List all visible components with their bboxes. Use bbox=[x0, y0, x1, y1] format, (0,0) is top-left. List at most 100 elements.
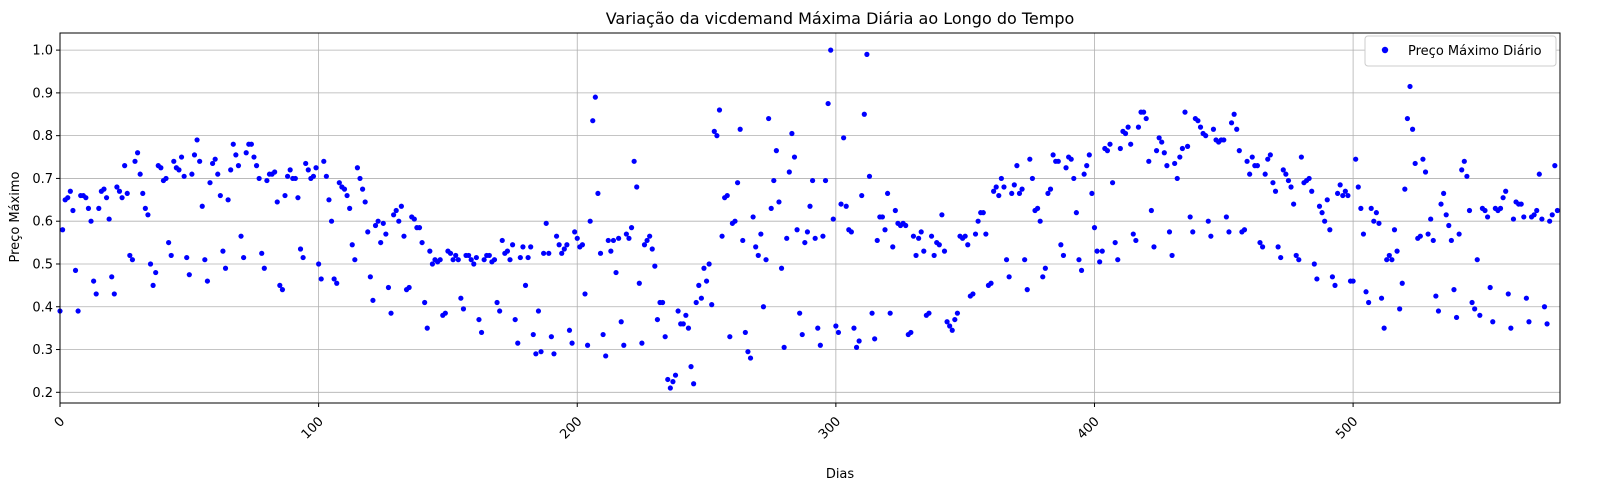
data-point bbox=[453, 252, 459, 259]
data-point bbox=[972, 231, 979, 237]
data-point bbox=[1094, 248, 1100, 254]
data-point bbox=[1267, 152, 1273, 158]
data-point bbox=[579, 242, 586, 248]
data-point bbox=[181, 173, 187, 179]
data-point bbox=[1332, 282, 1338, 288]
data-point bbox=[574, 235, 580, 241]
data-point bbox=[163, 175, 169, 182]
data-point bbox=[318, 276, 324, 282]
data-point bbox=[1278, 254, 1284, 261]
data-point bbox=[383, 231, 389, 237]
data-point bbox=[791, 154, 798, 160]
data-point bbox=[797, 310, 803, 316]
data-point bbox=[613, 269, 619, 276]
data-point bbox=[422, 299, 428, 306]
data-point bbox=[153, 269, 159, 276]
data-point bbox=[1446, 222, 1452, 229]
data-point bbox=[784, 235, 790, 241]
data-point bbox=[1011, 182, 1017, 188]
data-point bbox=[1128, 141, 1134, 147]
data-point bbox=[137, 171, 143, 177]
data-point bbox=[1386, 252, 1392, 259]
data-point bbox=[1169, 252, 1175, 259]
data-point bbox=[1536, 171, 1542, 177]
data-point bbox=[703, 278, 710, 284]
data-point bbox=[835, 329, 842, 336]
data-point bbox=[812, 235, 818, 241]
data-point bbox=[1554, 207, 1561, 214]
data-point bbox=[1337, 182, 1343, 188]
data-point bbox=[553, 233, 560, 239]
data-point bbox=[1177, 154, 1183, 160]
data-point bbox=[1291, 201, 1297, 207]
data-point bbox=[634, 184, 640, 190]
data-point bbox=[747, 355, 754, 361]
data-point bbox=[1552, 163, 1558, 169]
data-point bbox=[1373, 210, 1379, 216]
data-point bbox=[450, 257, 456, 263]
data-point bbox=[569, 340, 575, 346]
data-point bbox=[313, 165, 319, 171]
data-point bbox=[142, 205, 148, 211]
data-point bbox=[1086, 152, 1092, 158]
data-point bbox=[1249, 154, 1255, 160]
data-point bbox=[59, 227, 66, 233]
data-point bbox=[460, 306, 467, 312]
data-point bbox=[1334, 190, 1341, 197]
data-point bbox=[88, 218, 94, 224]
data-point bbox=[691, 381, 697, 387]
data-point bbox=[437, 257, 443, 263]
data-point bbox=[184, 254, 190, 261]
data-point bbox=[766, 115, 772, 122]
data-point bbox=[874, 237, 880, 244]
data-point bbox=[233, 152, 239, 158]
data-point bbox=[724, 192, 730, 199]
data-point bbox=[1477, 312, 1483, 318]
data-point bbox=[1539, 216, 1545, 222]
data-point bbox=[688, 364, 694, 370]
data-point bbox=[515, 340, 521, 346]
data-point bbox=[65, 195, 71, 201]
data-point bbox=[215, 171, 221, 177]
data-point bbox=[1153, 148, 1160, 154]
data-point bbox=[600, 331, 606, 338]
data-point bbox=[941, 248, 948, 254]
data-point bbox=[1420, 156, 1426, 162]
y-tick-label: 0.5 bbox=[32, 257, 53, 272]
data-point bbox=[1060, 252, 1067, 259]
data-point bbox=[760, 304, 767, 310]
data-point bbox=[1024, 287, 1030, 293]
data-point bbox=[727, 334, 733, 340]
data-point bbox=[458, 295, 464, 301]
data-point bbox=[1055, 158, 1061, 164]
data-point bbox=[1503, 188, 1509, 194]
data-point bbox=[1156, 135, 1162, 141]
data-point bbox=[530, 331, 536, 338]
data-point bbox=[189, 171, 195, 177]
data-point bbox=[952, 316, 958, 323]
data-point bbox=[1172, 160, 1178, 167]
data-point bbox=[1466, 207, 1473, 214]
data-point bbox=[916, 235, 922, 241]
data-point bbox=[168, 252, 174, 259]
data-point bbox=[1146, 158, 1152, 164]
data-point bbox=[1358, 205, 1364, 211]
data-point bbox=[507, 257, 513, 263]
data-point bbox=[1371, 218, 1377, 224]
legend-label: Preço Máximo Diário bbox=[1408, 44, 1542, 59]
data-point bbox=[1280, 167, 1286, 173]
data-point bbox=[1226, 229, 1232, 235]
data-point bbox=[1058, 242, 1064, 248]
data-point bbox=[1014, 163, 1020, 169]
data-point bbox=[1547, 218, 1553, 224]
data-point bbox=[597, 250, 604, 256]
data-point bbox=[701, 265, 707, 271]
data-point bbox=[230, 141, 236, 147]
data-point bbox=[1487, 284, 1493, 291]
data-point bbox=[758, 231, 764, 237]
data-point bbox=[711, 128, 717, 134]
data-point bbox=[359, 186, 366, 192]
data-point bbox=[1159, 139, 1165, 145]
